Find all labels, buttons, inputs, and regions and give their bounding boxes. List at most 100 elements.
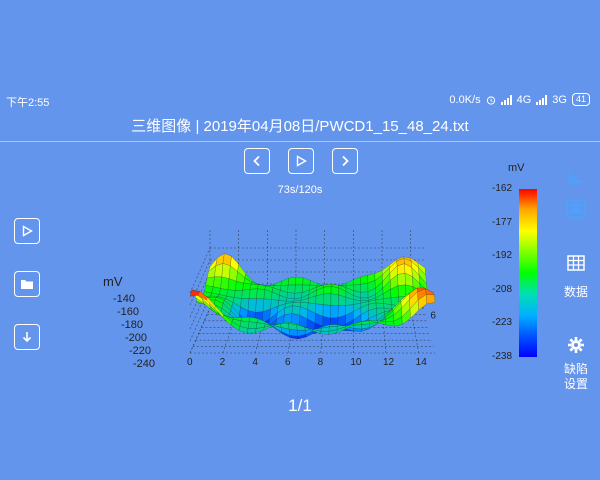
z-tick-label: -140 <box>113 293 135 305</box>
defect-label-line1: 缺陷 <box>563 362 588 376</box>
colorbar-tick-label: -223 <box>491 317 512 329</box>
colorbar-tick-label: -192 <box>491 250 512 262</box>
x-tick-label: 0 <box>187 357 193 368</box>
surface-cell <box>221 263 231 279</box>
battery-icon: 41 <box>571 93 590 106</box>
surface-cell <box>360 274 368 285</box>
surface-cell <box>256 288 265 300</box>
header-divider <box>0 141 600 142</box>
open-folder-button[interactable] <box>14 271 40 297</box>
surface-chart[interactable]: mV -140-160-180-200-220-240 0 2 4 6 8 10 12 14 6 <box>95 190 475 375</box>
data-label: 数据 <box>563 285 588 299</box>
surface-cell <box>220 276 230 291</box>
surface-cell <box>288 276 297 286</box>
colorbar <box>519 189 537 357</box>
surface-cell <box>360 291 369 299</box>
side-play-button[interactable] <box>14 218 40 244</box>
x-tick-label: 8 <box>318 357 324 368</box>
x-tick-label: 6 <box>285 357 291 368</box>
defect-label-line2: 设置 <box>563 377 588 391</box>
z-tick-label: -160 <box>117 306 139 318</box>
chevron-left-icon <box>253 155 260 167</box>
colorbar-tick-label: -238 <box>491 351 512 362</box>
surface-cell <box>360 282 369 293</box>
surface-cell <box>425 288 435 296</box>
surface-cell <box>189 290 200 297</box>
surface-cell <box>247 298 257 313</box>
surface-cell <box>255 298 265 313</box>
surface-cell <box>302 277 311 286</box>
previous-button[interactable] <box>244 148 270 174</box>
x-tick-label: 12 <box>383 357 395 368</box>
colorbar-tick-label: -208 <box>491 283 512 295</box>
surface-cell <box>330 305 339 319</box>
axes-tool-button[interactable] <box>562 170 590 188</box>
status-indicators: 0.0K/s 4G 3G 41 <box>449 93 590 106</box>
surface-cell <box>233 290 243 299</box>
surface-cell <box>322 304 331 319</box>
x-tick-label: 4 <box>252 357 258 368</box>
surface-cell <box>330 293 339 306</box>
alarm-icon <box>486 95 495 105</box>
surface-cell <box>323 286 332 295</box>
network-speed: 0.0K/s <box>449 93 481 106</box>
x-tick-label: 2 <box>220 357 226 368</box>
surface-cell <box>426 294 436 305</box>
grid-line <box>189 247 211 294</box>
grid-line <box>189 307 211 354</box>
surface-cell <box>249 283 259 290</box>
signal-icon <box>500 94 512 105</box>
axes-icon <box>569 172 582 183</box>
surface-cell <box>320 331 330 335</box>
z-tick-label: -200 <box>125 332 147 344</box>
surface-cell <box>353 276 361 286</box>
surface-cell <box>397 284 407 298</box>
defect-settings-button[interactable]: 缺陷 设置 <box>558 336 594 392</box>
surface-cell <box>385 320 395 327</box>
signal-icon-2 <box>536 94 548 105</box>
surface-cell <box>295 276 304 286</box>
page-indicator: 1/1 <box>288 396 312 415</box>
folder-icon <box>21 280 33 289</box>
surface-tool-button[interactable] <box>562 198 590 220</box>
arrow-down-icon <box>22 332 32 343</box>
status-bar: 下午2:55 0.0K/s 4G 3G 41 <box>0 92 600 110</box>
play-button[interactable] <box>288 148 314 174</box>
x-tick-label: 10 <box>350 357 362 368</box>
surface-cell <box>397 272 406 286</box>
download-button[interactable] <box>14 324 40 350</box>
surface-cell <box>212 276 222 289</box>
surface-cell <box>294 284 303 294</box>
surface-cell <box>309 280 318 286</box>
next-button[interactable] <box>332 148 358 174</box>
status-time: 下午2:55 <box>6 97 50 109</box>
surface-grid-icon <box>566 199 586 219</box>
chart-surface <box>189 253 436 340</box>
surface-cell <box>315 293 324 305</box>
play-icon <box>296 155 307 167</box>
z-tick-label: -180 <box>121 319 143 331</box>
surface-cell <box>280 277 289 286</box>
surface-cell <box>323 293 332 306</box>
surface-cell <box>330 286 339 296</box>
grid-line <box>189 259 211 306</box>
chart-labels: mV -140-160-180-200-220-240 0 2 4 6 8 10 12 14 6 <box>103 274 436 370</box>
play-icon <box>22 225 33 237</box>
surface-cell <box>273 280 282 286</box>
x-tick-label: 14 <box>416 357 428 368</box>
surface-cell <box>248 288 258 299</box>
z-tick-label: -220 <box>129 345 151 357</box>
data-button[interactable]: 数据 <box>558 255 594 300</box>
chevron-right-icon <box>342 155 349 167</box>
table-icon <box>567 255 585 271</box>
surface-cell <box>345 279 354 286</box>
surface-cell <box>247 321 258 329</box>
colorbar-unit: mV <box>508 162 525 174</box>
gear-icon <box>568 337 584 353</box>
network-type-b: 3G <box>552 93 567 106</box>
network-type-a: 4G <box>516 93 532 106</box>
surface-cell <box>246 328 257 334</box>
elapsed-time: 73s/120s <box>277 184 323 196</box>
z-tick-label: -240 <box>133 358 155 370</box>
surface-cell <box>287 284 296 294</box>
